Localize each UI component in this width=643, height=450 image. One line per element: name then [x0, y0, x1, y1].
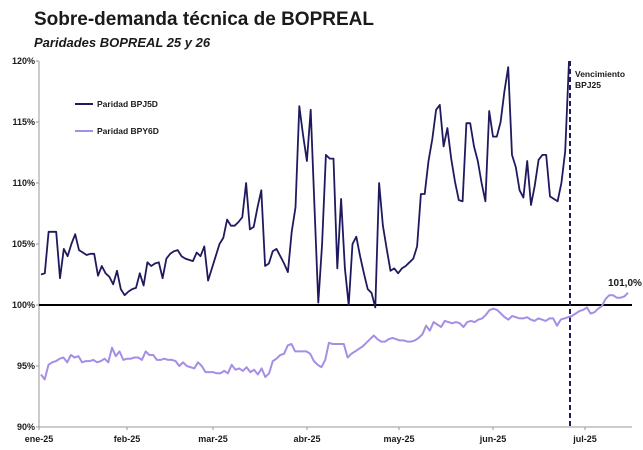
y-axis-ticks: 90% 95% 100% 105% 110% 115% 120%: [12, 56, 39, 432]
series-line-bpj5d: [40, 60, 570, 309]
maturity-annotation-line1: Vencimiento: [575, 69, 625, 79]
x-tick-label: jul-25: [572, 434, 597, 444]
series-line-bpy6d: [40, 292, 629, 381]
end-value-label: 101,0%: [608, 278, 642, 289]
x-axis-ticks: ene-25 feb-25 mar-25 abr-25 may-25 jun-25 jul-…: [25, 427, 597, 444]
legend: Paridad BPJ5D Paridad BPY6D: [75, 99, 159, 136]
x-tick-label: feb-25: [114, 434, 141, 444]
chart-subtitle: Paridades BOPREAL 25 y 26: [34, 35, 211, 50]
maturity-annotation-line2: BPJ25: [575, 80, 601, 90]
x-tick-label: may-25: [383, 434, 414, 444]
legend-label-bpy6d: Paridad BPY6D: [97, 126, 159, 136]
x-tick-label: mar-25: [198, 434, 228, 444]
y-tick-label: 95%: [17, 361, 35, 371]
x-tick-label: ene-25: [25, 434, 54, 444]
y-tick-label: 105%: [12, 239, 35, 249]
y-tick-label: 115%: [12, 117, 35, 127]
axes: [38, 61, 632, 428]
chart-title: Sobre-demanda técnica de BOPREAL: [34, 9, 374, 30]
y-tick-label: 110%: [12, 178, 35, 188]
y-tick-label: 120%: [12, 56, 35, 66]
y-tick-label: 90%: [17, 422, 35, 432]
x-tick-label: jun-25: [479, 434, 507, 444]
x-tick-label: abr-25: [293, 434, 320, 444]
y-tick-label: 100%: [12, 300, 35, 310]
legend-label-bpj5d: Paridad BPJ5D: [97, 99, 158, 109]
